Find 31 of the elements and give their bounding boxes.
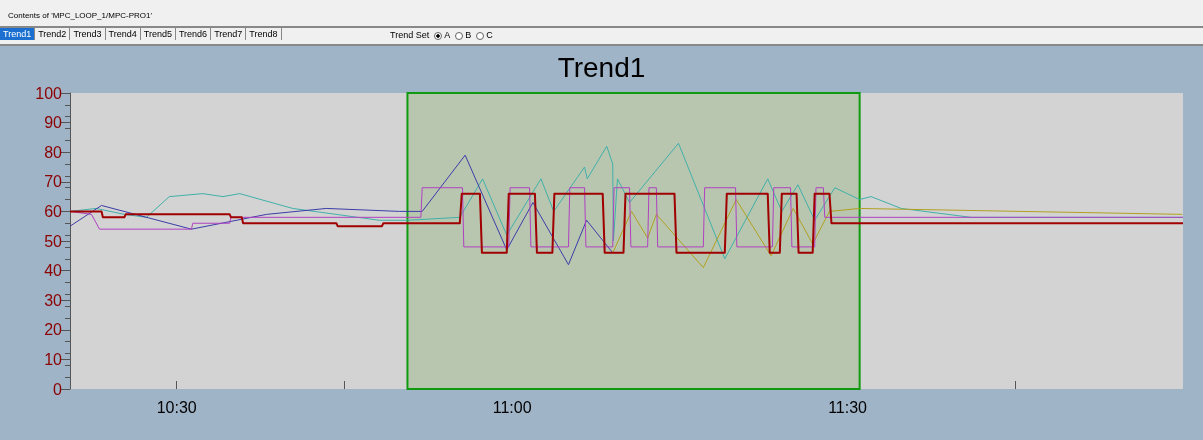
- y-tick-label: 80: [44, 143, 63, 161]
- text: C: [486, 30, 493, 40]
- text: Trend3: [70, 28, 106, 40]
- text: Trend1: [0, 28, 36, 40]
- line-series: [69, 154, 614, 266]
- text: Trend7: [211, 28, 247, 40]
- y-tick-label: 30: [44, 291, 63, 309]
- y-tick-label: 20: [44, 321, 63, 339]
- y-tick-label: 40: [44, 262, 63, 280]
- text: B: [465, 30, 472, 40]
- x-tick-label: 10:30: [156, 398, 197, 416]
- y-tick-label: 50: [44, 232, 63, 250]
- line-series: [69, 192, 1184, 254]
- chart-title: Trend1: [557, 51, 646, 83]
- line-series: [612, 199, 1183, 269]
- text: A: [444, 30, 451, 40]
- x-tick-label: 11:00: [492, 398, 532, 416]
- y-tick-label: 0: [53, 380, 63, 398]
- text: Trend4: [105, 28, 141, 40]
- text: Trend8: [246, 28, 282, 40]
- text: Trend6: [175, 28, 212, 40]
- x-tick-label: 11:30: [828, 398, 868, 416]
- y-tick-label: 90: [44, 114, 63, 132]
- y-tick-label: 100: [35, 84, 63, 102]
- text: Contents of 'MPC_LOOP_1/MPC-PRO1': [0, 0, 1203, 28]
- y-tick-label: 10: [44, 350, 63, 368]
- text: Trend2: [35, 28, 71, 40]
- text: Trend Set: [390, 30, 430, 40]
- y-tick-label: 60: [44, 202, 63, 220]
- y-tick-label: 70: [44, 173, 63, 191]
- text: Trend5: [140, 28, 176, 40]
